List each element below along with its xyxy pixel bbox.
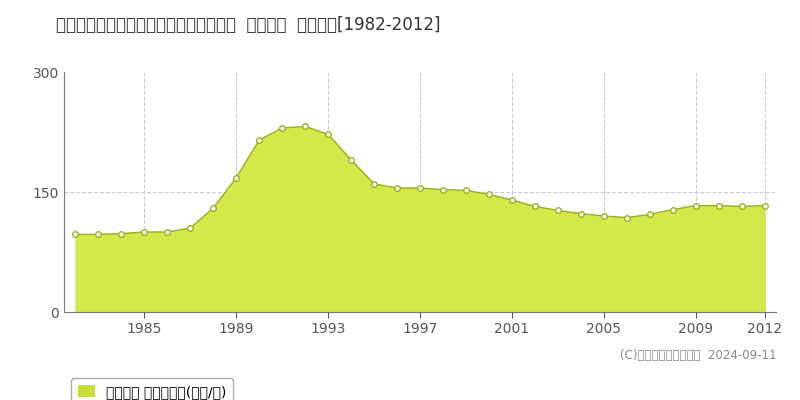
Text: (C)土地価格ドットコム  2024-09-11: (C)土地価格ドットコム 2024-09-11 [619,349,776,362]
Text: 東京都江戸川区平井４丁目８５６番３外  地価公示  地価推移[1982-2012]: 東京都江戸川区平井４丁目８５６番３外 地価公示 地価推移[1982-2012] [56,16,441,34]
Legend: 地価公示 平均坪単価(万円/坪): 地価公示 平均坪単価(万円/坪) [71,378,233,400]
